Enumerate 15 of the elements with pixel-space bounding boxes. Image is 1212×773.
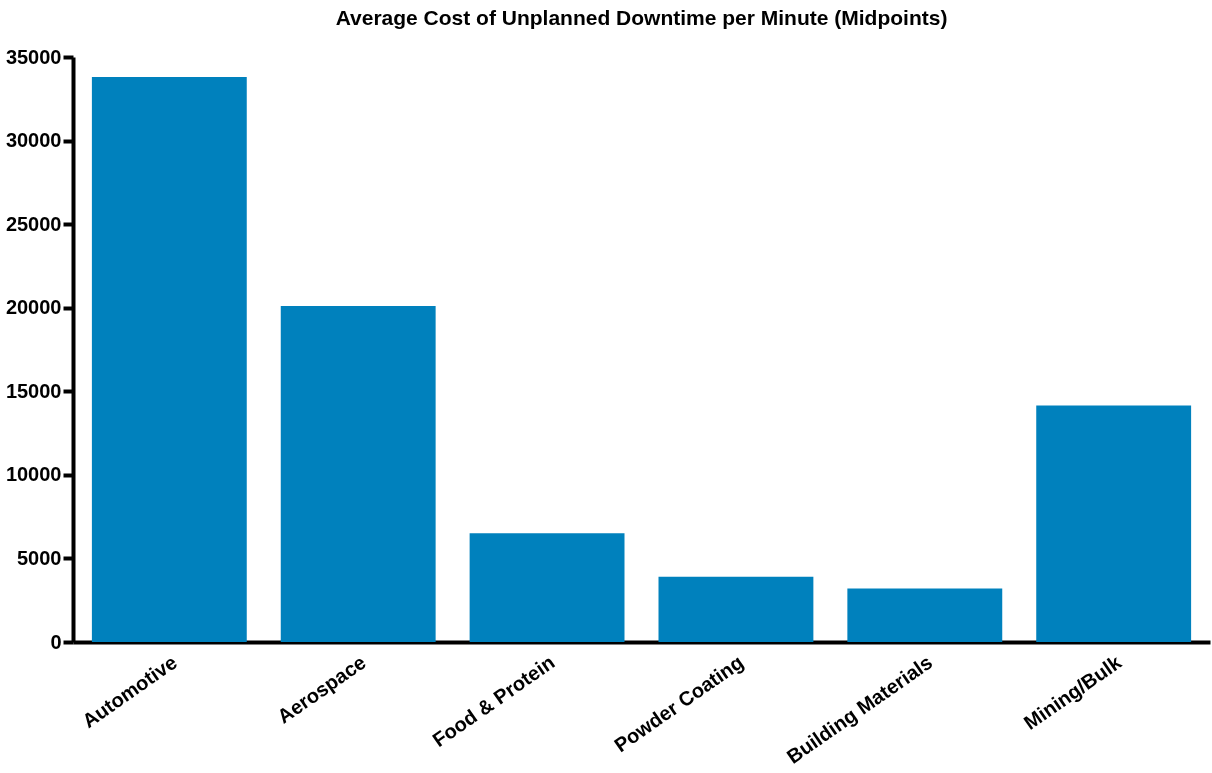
y-tick-label: 0 [50,630,62,653]
y-tick-label: 30000 [5,129,62,152]
y-tick-label: 35000 [5,45,62,68]
bar [1036,405,1192,642]
y-tick-label: 10000 [5,463,62,486]
bar [469,533,625,642]
chart-title: Average Cost of Unplanned Downtime per Minute (Midpoints) [335,6,948,29]
y-tick-label: 25000 [5,212,62,235]
bar [658,576,814,642]
bar [280,306,436,642]
bar [91,77,247,642]
y-tick-label: 5000 [17,546,62,569]
y-tick-label: 15000 [5,379,62,402]
y-tick-label: 20000 [5,296,62,319]
bar [847,588,1003,642]
